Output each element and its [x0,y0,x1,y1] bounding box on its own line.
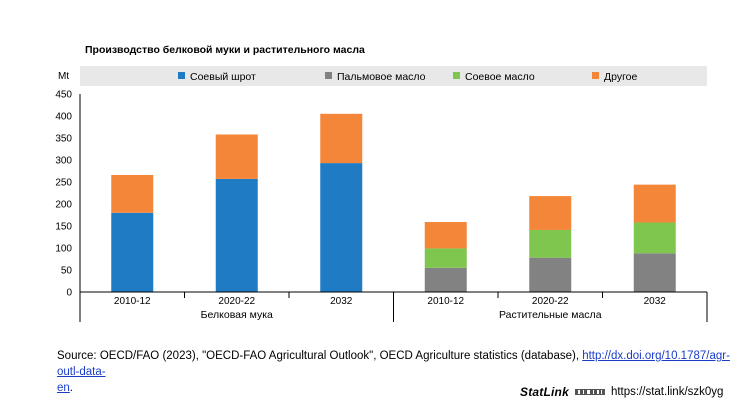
x-tick-label: 2020-22 [532,296,569,307]
bar-segment [633,222,676,254]
legend-label: Соевое масло [465,71,535,83]
statlink-logo: StatLink [520,385,569,399]
legend-swatch [453,72,460,79]
statlink-url[interactable]: https://stat.link/szk0yg [610,386,724,398]
bar-segment [529,229,572,258]
legend: Соевый шрот Пальмовое масло Соевое масло Др… [80,66,707,86]
bar-segment [633,253,676,292]
y-tick-label: 50 [61,266,73,277]
bar-segment [424,248,467,268]
y-tick-label: 100 [55,244,72,255]
statlink-barcode-icon [574,389,605,395]
chart: Соевый шрот Пальмовое масло Соевое масло Др… [55,66,708,322]
source-suffix: . [69,382,73,394]
legend-label: Другое [604,71,638,83]
y-tick-label: 350 [55,134,72,145]
bar-segment [529,257,572,292]
x-tick-label: 2032 [644,296,667,307]
statlink: StatLink https://stat.link/szk0yg [520,384,735,400]
bars [111,113,676,292]
x-group-label: Белковая мука [201,309,273,321]
y-axis-unit: Mt [58,71,69,82]
y-tick-label: 250 [55,178,72,189]
legend-swatch [325,72,332,79]
source-link[interactable]: http://dx.doi.org/10.1787/agr-outl-data- [57,350,730,378]
y-tick-label: 0 [66,288,72,299]
source-note: Source: OECD/FAO (2023), "OECD-FAO Agric… [57,348,737,396]
x-tick-label: 2020-22 [218,296,255,307]
source-prefix: Source: OECD/FAO (2023), "OECD-FAO Agric… [57,350,583,362]
x-tick-label: 2032 [330,296,353,307]
bar-segment [111,174,154,213]
legend-label: Пальмовое масло [337,71,426,83]
legend-swatch [592,72,599,79]
bar-segment [111,212,154,292]
bar-segment [320,163,363,292]
y-tick-label: 200 [55,200,72,211]
bar-segment [215,134,258,179]
legend-swatch [178,72,185,79]
x-tick-label: 2010-12 [427,296,464,307]
bar-segment [633,184,676,223]
y-tick-label: 300 [55,156,72,167]
x-tick-label: 2010-12 [114,296,151,307]
legend-label: Соевый шрот [190,71,256,83]
bar-segment [215,178,258,292]
bar-segment [424,222,467,249]
chart-title: Производство белковой муки и растительно… [85,44,365,56]
bar-segment [529,196,572,230]
y-tick-label: 150 [55,222,72,233]
y-tick-label: 400 [55,112,72,123]
y-tick-label: 450 [55,90,72,101]
bar-segment [424,267,467,292]
source-link-continued[interactable]: en [57,382,70,394]
x-group-label: Растительные масла [499,309,602,321]
legend-band [80,66,707,86]
bar-segment [320,113,363,164]
